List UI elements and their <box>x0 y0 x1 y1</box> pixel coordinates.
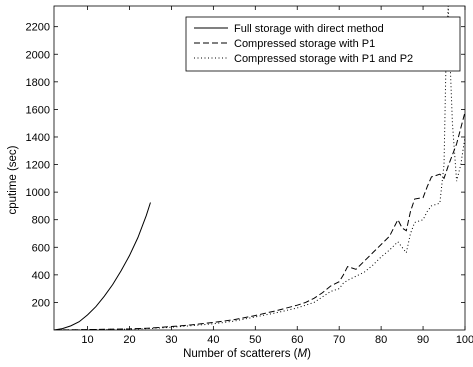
y-tick-label: 1800 <box>26 77 50 89</box>
y-tick-label: 800 <box>32 215 50 227</box>
x-tick-label: 70 <box>333 334 345 346</box>
x-axis-label-symbol: M <box>297 348 307 360</box>
legend-entry-2: Compressed storage with P1 <box>234 38 375 50</box>
x-axis-label: Number of scatterers (M) <box>183 348 311 360</box>
y-tick-label: 1400 <box>26 132 50 144</box>
y-tick-label: 1000 <box>26 187 50 199</box>
y-tick-label: 400 <box>32 270 50 282</box>
legend: Full storage with direct method Compresse… <box>185 16 461 72</box>
y-axis: 200 400 600 800 1000 1200 1400 1600 1800 2000 2200 <box>26 22 465 309</box>
y-tick-label: 200 <box>32 297 50 309</box>
y-axis-label: cputime (sec) <box>7 145 19 214</box>
x-tick-label: 50 <box>249 334 261 346</box>
y-tick-label: 2200 <box>26 22 50 34</box>
legend-entry-1: Full storage with direct method <box>234 23 384 35</box>
y-tick-label: 2000 <box>26 49 50 61</box>
x-tick-label: 80 <box>375 334 387 346</box>
series-line-2 <box>54 112 465 330</box>
legend-box <box>185 16 461 72</box>
series-line-1 <box>54 202 151 330</box>
x-tick-label: 30 <box>165 334 177 346</box>
x-tick-label: 10 <box>81 334 93 346</box>
legend-entry-3: Compressed storage with P1 and P2 <box>234 53 413 65</box>
y-tick-label: 1600 <box>26 104 50 116</box>
x-tick-label: 100 <box>456 334 473 346</box>
y-tick-label: 1200 <box>26 160 50 172</box>
plot-area <box>53 5 466 331</box>
x-axis-label-text: Number of scatterers <box>183 348 291 360</box>
y-tick-label: 600 <box>32 242 50 254</box>
x-tick-label: 60 <box>291 334 303 346</box>
series-layer <box>54 6 465 330</box>
x-axis: 10 20 30 40 50 60 70 80 90 100 <box>81 6 473 346</box>
x-tick-label: 90 <box>417 334 429 346</box>
plot-border <box>53 5 466 331</box>
x-tick-label: 20 <box>123 334 135 346</box>
x-tick-label: 40 <box>207 334 219 346</box>
